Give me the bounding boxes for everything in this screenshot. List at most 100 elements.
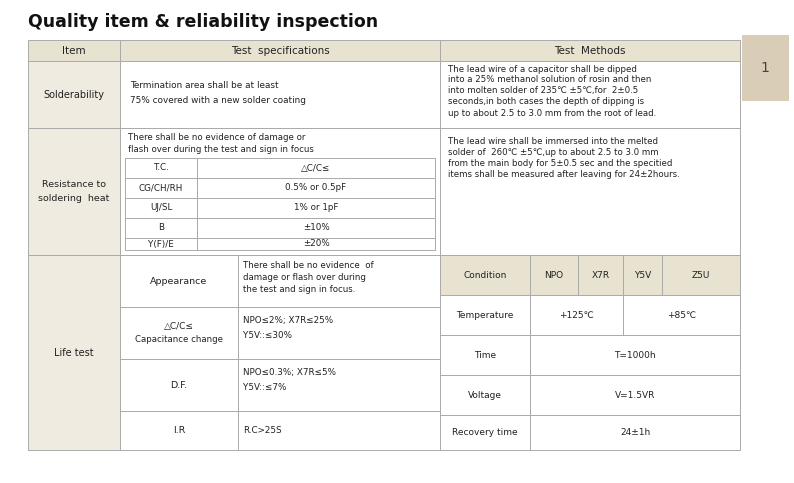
Bar xyxy=(238,255,440,307)
Text: Capacitance change: Capacitance change xyxy=(135,336,223,344)
Text: Resistance to: Resistance to xyxy=(42,180,106,189)
Bar xyxy=(530,415,740,450)
Bar xyxy=(28,255,120,450)
Bar xyxy=(125,158,197,178)
Text: solder of  260℃ ±5℃,up to about 2.5 to 3.0 mm: solder of 260℃ ±5℃,up to about 2.5 to 3.… xyxy=(448,148,659,157)
Text: UJ/SL: UJ/SL xyxy=(150,203,172,213)
Bar xyxy=(440,255,530,295)
Text: Quality item & reliability inspection: Quality item & reliability inspection xyxy=(28,13,378,31)
Bar xyxy=(440,128,740,255)
Bar xyxy=(578,255,623,295)
Bar xyxy=(238,359,440,411)
Text: D.F.: D.F. xyxy=(171,381,187,389)
Bar xyxy=(197,218,435,238)
Text: seconds,in both cases the depth of dipping is: seconds,in both cases the depth of dippi… xyxy=(448,98,644,106)
Bar xyxy=(662,255,740,295)
Text: V=1.5VR: V=1.5VR xyxy=(615,390,655,399)
Bar xyxy=(197,198,435,218)
Text: △C/C≤: △C/C≤ xyxy=(164,322,194,330)
Bar xyxy=(440,295,530,335)
Text: +85℃: +85℃ xyxy=(667,311,696,319)
Text: Y5V: Y5V xyxy=(634,270,651,280)
Text: NPO≤0.3%; X7R≤5%: NPO≤0.3%; X7R≤5% xyxy=(243,369,336,378)
Text: NPO≤2%; X7R≤25%: NPO≤2%; X7R≤25% xyxy=(243,316,333,326)
Bar xyxy=(440,375,530,415)
Bar xyxy=(120,128,440,255)
Text: +125℃: +125℃ xyxy=(559,311,594,319)
Text: Condition: Condition xyxy=(464,270,507,280)
Bar xyxy=(120,411,238,450)
Text: I.R: I.R xyxy=(173,426,185,435)
Text: Y(F)/E: Y(F)/E xyxy=(148,240,174,248)
Bar xyxy=(440,40,740,61)
Bar xyxy=(238,307,440,359)
Bar xyxy=(125,178,197,198)
Text: Z5U: Z5U xyxy=(692,270,710,280)
Text: Life test: Life test xyxy=(54,347,94,357)
Text: Test  Methods: Test Methods xyxy=(554,45,626,56)
Text: 1% or 1pF: 1% or 1pF xyxy=(294,203,338,213)
Text: Solderability: Solderability xyxy=(44,89,105,99)
Text: damage or flash over during: damage or flash over during xyxy=(243,272,366,282)
Text: T=1000h: T=1000h xyxy=(615,351,656,359)
Bar xyxy=(530,375,740,415)
Bar xyxy=(440,415,530,450)
Text: Y5V::≤30%: Y5V::≤30% xyxy=(243,330,292,340)
Text: Appearance: Appearance xyxy=(150,276,207,285)
Text: 0.5% or 0.5pF: 0.5% or 0.5pF xyxy=(285,184,346,193)
Text: R.C>25S: R.C>25S xyxy=(243,426,282,435)
Text: ±20%: ±20% xyxy=(303,240,330,248)
Bar xyxy=(120,61,440,128)
Text: the test and sign in focus.: the test and sign in focus. xyxy=(243,284,356,294)
Bar xyxy=(238,411,440,450)
Bar xyxy=(623,255,662,295)
Text: from the main body for 5±0.5 sec and the specitied: from the main body for 5±0.5 sec and the… xyxy=(448,159,673,168)
Text: ±10%: ±10% xyxy=(303,224,330,232)
Bar xyxy=(120,40,440,61)
Bar xyxy=(197,178,435,198)
Text: Time: Time xyxy=(474,351,496,359)
Text: into molten solder of 235℃ ±5℃,for  2±0.5: into molten solder of 235℃ ±5℃,for 2±0.5 xyxy=(448,86,638,96)
Text: flash over during the test and sign in focus: flash over during the test and sign in f… xyxy=(128,144,314,154)
Bar xyxy=(440,335,530,375)
Text: Test  specifications: Test specifications xyxy=(230,45,330,56)
Bar xyxy=(120,359,238,411)
Text: Termination area shall be at least: Termination area shall be at least xyxy=(130,81,279,90)
Text: soldering  heat: soldering heat xyxy=(38,194,110,203)
Bar xyxy=(742,35,788,100)
Bar xyxy=(28,61,120,128)
Bar xyxy=(623,295,740,335)
Bar xyxy=(530,255,578,295)
Bar xyxy=(28,40,120,61)
Text: There shall be no evidence of damage or: There shall be no evidence of damage or xyxy=(128,132,306,142)
Text: Temperature: Temperature xyxy=(457,311,514,319)
Bar xyxy=(197,238,435,250)
Bar xyxy=(120,255,238,307)
Bar xyxy=(530,295,623,335)
Text: The lead wire of a capacitor shall be dipped: The lead wire of a capacitor shall be di… xyxy=(448,65,637,73)
Text: Item: Item xyxy=(62,45,86,56)
Bar xyxy=(125,198,197,218)
Text: 75% covered with a new solder coating: 75% covered with a new solder coating xyxy=(130,96,306,105)
Text: X7R: X7R xyxy=(592,270,610,280)
Text: There shall be no evidence  of: There shall be no evidence of xyxy=(243,260,374,270)
Text: NPO: NPO xyxy=(545,270,564,280)
Bar xyxy=(530,335,740,375)
Text: into a 25% methanol solution of rosin and then: into a 25% methanol solution of rosin an… xyxy=(448,75,651,85)
Text: B: B xyxy=(158,224,164,232)
Bar xyxy=(28,128,120,255)
Bar xyxy=(125,218,197,238)
Text: △C/C≤: △C/C≤ xyxy=(301,164,330,172)
Text: Voltage: Voltage xyxy=(468,390,502,399)
Bar xyxy=(125,238,197,250)
Text: up to about 2.5 to 3.0 mm from the root of lead.: up to about 2.5 to 3.0 mm from the root … xyxy=(448,109,657,117)
Text: 1: 1 xyxy=(761,60,769,74)
Text: items shall be measured after leaving for 24±2hours.: items shall be measured after leaving fo… xyxy=(448,170,680,179)
Text: The lead wire shall be immersed into the melted: The lead wire shall be immersed into the… xyxy=(448,137,658,146)
Text: 24±1h: 24±1h xyxy=(620,428,650,437)
Text: CG/CH/RH: CG/CH/RH xyxy=(139,184,183,193)
Bar xyxy=(440,61,740,128)
Bar xyxy=(120,307,238,359)
Bar xyxy=(197,158,435,178)
Text: T.C.: T.C. xyxy=(153,164,169,172)
